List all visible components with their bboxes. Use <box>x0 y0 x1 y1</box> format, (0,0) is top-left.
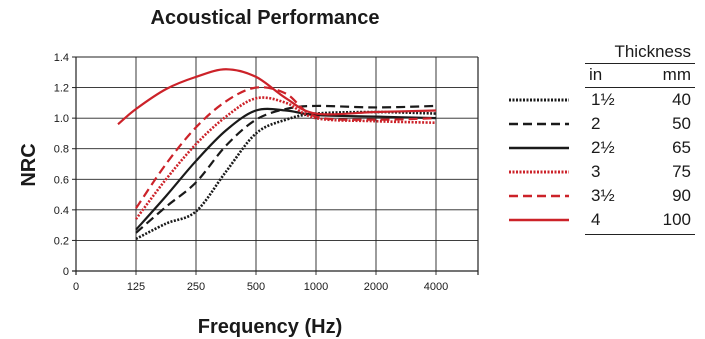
legend-swatch <box>509 98 569 102</box>
x-tick-label: 500 <box>247 281 265 293</box>
legend-in-value: 2 <box>591 114 601 133</box>
legend-item-90mm: 3½ 90 <box>505 184 695 208</box>
legend-in-value: 3 <box>591 162 601 181</box>
legend-bottom-rule <box>585 234 695 235</box>
legend-item-75mm: 3 75 <box>505 160 695 184</box>
series-line-65mm <box>135 107 437 231</box>
x-tick-label: 0 <box>73 281 79 293</box>
legend-rows: 1½ 40 2 50 2½ 65 3 75 3½ 90 4 100 <box>505 88 695 232</box>
y-tick-label: 1.2 <box>54 83 69 95</box>
legend-in-value: 4 <box>591 210 601 229</box>
series-line-40mm <box>135 110 437 241</box>
x-tick-label: 4000 <box>424 281 448 293</box>
legend-item-100mm: 4 100 <box>505 208 695 232</box>
x-tick-label: 1000 <box>304 281 328 293</box>
y-tick-label: 1.4 <box>54 52 69 64</box>
y-tick-label: 0 <box>63 266 69 278</box>
legend-title-rule <box>585 63 695 64</box>
x-tick-label: 2000 <box>364 281 388 293</box>
y-axis-label: NRC <box>18 143 40 186</box>
legend-swatch <box>509 146 569 150</box>
chart-title: Acoustical Performance <box>151 7 380 29</box>
legend-swatch <box>509 194 569 198</box>
x-tick-labels: 0 125 250 500 1000 2000 4000 <box>73 281 448 293</box>
y-tick-label: 0.2 <box>54 235 69 247</box>
legend-in-value: 3½ <box>591 186 615 205</box>
legend-mm-value: 65 <box>672 138 691 157</box>
legend-mm-value: 75 <box>672 162 691 181</box>
legend-header: in mm <box>589 64 695 86</box>
series-lines <box>117 68 437 241</box>
x-tick-label: 250 <box>187 281 205 293</box>
legend-item-50mm: 2 50 <box>505 112 695 136</box>
legend-in-value: 2½ <box>591 138 615 157</box>
grid-lines <box>76 56 478 275</box>
legend-item-40mm: 1½ 40 <box>505 88 695 112</box>
y-tick-label: 0.4 <box>54 205 69 217</box>
axes <box>72 56 479 275</box>
legend-swatch <box>509 170 569 174</box>
legend-col-mm: mm <box>662 65 691 84</box>
legend-in-value: 1½ <box>591 90 615 109</box>
legend-swatch <box>509 218 569 222</box>
x-axis-label: Frequency (Hz) <box>198 316 342 338</box>
series-line-90mm <box>135 86 437 209</box>
x-tick-label: 125 <box>127 281 145 293</box>
legend-mm-value: 100 <box>662 210 691 229</box>
y-tick-label: 1.0 <box>54 113 69 125</box>
y-tick-label: 0.6 <box>54 174 69 186</box>
series-line-100mm <box>117 68 437 126</box>
y-tick-labels: 0 0.2 0.4 0.6 0.8 1.0 1.2 1.4 <box>54 52 69 278</box>
legend-mm-value: 90 <box>672 186 691 205</box>
series-line-75mm <box>134 96 437 220</box>
series-line-50mm <box>135 104 437 234</box>
legend-mm-value: 40 <box>672 90 691 109</box>
legend-swatch <box>509 122 569 126</box>
legend-header-rule <box>585 87 695 88</box>
legend-item-65mm: 2½ 65 <box>505 136 695 160</box>
legend-mm-value: 50 <box>672 114 691 133</box>
y-tick-label: 0.8 <box>54 144 69 156</box>
legend-col-in: in <box>589 65 603 84</box>
legend-title: Thickness <box>614 42 691 61</box>
legend: Thickness in mm 1½ 40 2 50 2½ 65 3 75 3½ 90 4 100 <box>505 42 695 235</box>
